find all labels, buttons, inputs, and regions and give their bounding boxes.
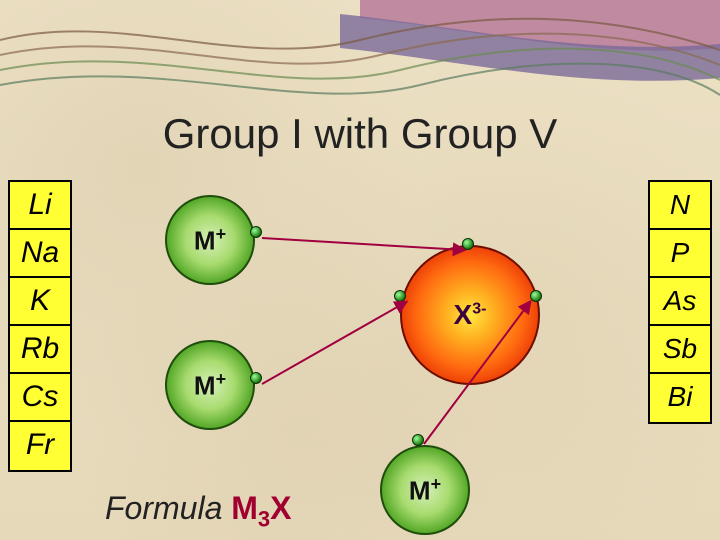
electron-dot	[250, 372, 262, 384]
cation-m2: M+	[165, 340, 255, 430]
group1-cell: Na	[10, 230, 70, 278]
anion-x: X3-	[400, 245, 540, 385]
electron-dot	[250, 226, 262, 238]
ion-x-label: X	[454, 299, 473, 330]
ion-m1-charge: +	[216, 224, 227, 244]
group5-cell: N	[650, 182, 710, 230]
ion-m3-charge: +	[431, 474, 442, 494]
group1-cell: Li	[10, 182, 70, 230]
group1-column: LiNaKRbCsFr	[8, 180, 72, 472]
cation-m1: M+	[165, 195, 255, 285]
group1-cell: Rb	[10, 326, 70, 374]
group1-cell: Cs	[10, 374, 70, 422]
electron-dot	[412, 434, 424, 446]
group5-cell: Bi	[650, 374, 710, 422]
group1-cell: K	[10, 278, 70, 326]
ion-m2-label: M	[194, 370, 216, 400]
ion-x-charge: 3-	[472, 301, 486, 318]
ion-m1-label: M	[194, 225, 216, 255]
electron-dot	[530, 290, 542, 302]
formula-m: M	[231, 490, 258, 526]
ion-m2-charge: +	[216, 369, 227, 389]
ion-m3-label: M	[409, 475, 431, 505]
top-decoration	[0, 0, 720, 110]
electron-dot	[462, 238, 474, 250]
group1-cell: Fr	[10, 422, 70, 470]
formula-text: Formula M3X	[105, 490, 292, 532]
electron-dot	[394, 290, 406, 302]
group5-cell: P	[650, 230, 710, 278]
page-title: Group I with Group V	[0, 110, 720, 158]
formula-sub: 3	[258, 506, 270, 531]
formula-x: X	[270, 490, 291, 526]
formula-prefix: Formula	[105, 490, 231, 526]
group5-cell: Sb	[650, 326, 710, 374]
group5-column: NPAsSbBi	[648, 180, 712, 424]
group5-cell: As	[650, 278, 710, 326]
cation-m3: M+	[380, 445, 470, 535]
